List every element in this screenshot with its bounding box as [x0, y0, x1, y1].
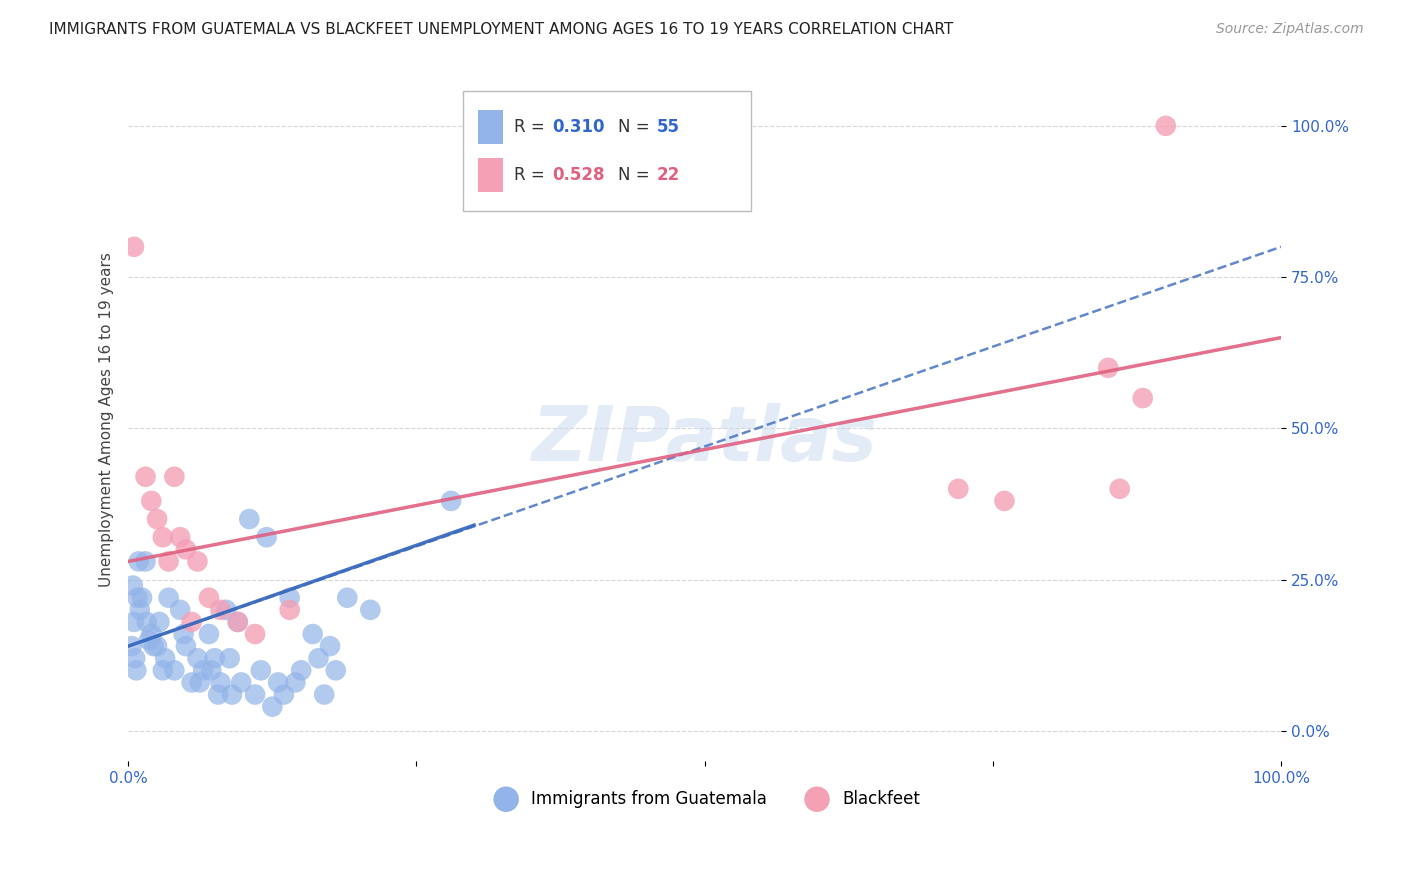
Point [256, 530, 278, 544]
Point [124, 651, 146, 665]
Point [163, 663, 186, 677]
Point [319, 639, 342, 653]
Point [221, 688, 243, 702]
Point [198, 591, 221, 605]
Bar [478, 111, 503, 145]
Point [200, 663, 222, 677]
Point [186, 554, 208, 568]
Point [215, 603, 238, 617]
Point [131, 591, 153, 605]
Point [180, 615, 202, 629]
Point [152, 663, 174, 677]
Point [122, 615, 145, 629]
Point [209, 603, 232, 617]
Point [273, 688, 295, 702]
Point [204, 651, 226, 665]
Point [157, 554, 180, 568]
Point [1097, 360, 1119, 375]
Text: 22: 22 [657, 166, 679, 185]
Text: R =: R = [515, 119, 551, 136]
Point [152, 530, 174, 544]
Point [169, 530, 191, 544]
Point [135, 469, 157, 483]
Point [278, 603, 301, 617]
Bar [478, 158, 503, 193]
Point [122, 240, 145, 254]
Point [238, 512, 260, 526]
Point [262, 699, 284, 714]
Point [141, 494, 163, 508]
Point [174, 542, 197, 557]
Point [146, 512, 169, 526]
Point [146, 639, 169, 653]
Point [163, 469, 186, 483]
Point [243, 627, 266, 641]
Point [141, 627, 163, 641]
Text: N =: N = [619, 166, 655, 185]
Point [267, 675, 290, 690]
Point [157, 591, 180, 605]
Point [284, 675, 307, 690]
Point [153, 651, 176, 665]
Point [243, 688, 266, 702]
Point [142, 639, 165, 653]
Point [193, 663, 215, 677]
Point [198, 627, 221, 641]
Text: R =: R = [515, 166, 551, 185]
Text: 0.310: 0.310 [553, 119, 605, 136]
Point [173, 627, 195, 641]
Point [290, 663, 312, 677]
Text: ZIPatlas: ZIPatlas [531, 403, 877, 476]
Point [278, 591, 301, 605]
Point [209, 675, 232, 690]
Point [128, 603, 150, 617]
Text: N =: N = [619, 119, 655, 136]
Point [169, 603, 191, 617]
Legend: Immigrants from Guatemala, Blackfeet: Immigrants from Guatemala, Blackfeet [482, 783, 927, 814]
Point [188, 675, 211, 690]
Point [993, 494, 1015, 508]
Point [1154, 119, 1177, 133]
Point [1132, 391, 1154, 405]
Point [174, 639, 197, 653]
Text: 55: 55 [657, 119, 679, 136]
Text: IMMIGRANTS FROM GUATEMALA VS BLACKFEET UNEMPLOYMENT AMONG AGES 16 TO 19 YEARS CO: IMMIGRANTS FROM GUATEMALA VS BLACKFEET U… [49, 22, 953, 37]
Point [301, 627, 323, 641]
FancyBboxPatch shape [463, 91, 751, 211]
Point [218, 651, 240, 665]
Point [231, 675, 253, 690]
Point [359, 603, 381, 617]
Point [226, 615, 249, 629]
Point [325, 663, 347, 677]
Text: 0.528: 0.528 [553, 166, 605, 185]
Point [308, 651, 330, 665]
Point [138, 633, 160, 648]
Point [121, 579, 143, 593]
Y-axis label: Unemployment Among Ages 16 to 19 years: Unemployment Among Ages 16 to 19 years [100, 252, 114, 587]
Text: Source: ZipAtlas.com: Source: ZipAtlas.com [1216, 22, 1364, 37]
Point [226, 615, 249, 629]
Point [207, 688, 229, 702]
Point [180, 675, 202, 690]
Point [440, 494, 463, 508]
Point [121, 639, 143, 653]
Point [125, 663, 148, 677]
Point [135, 615, 157, 629]
Point [1108, 482, 1130, 496]
Point [314, 688, 336, 702]
Point [148, 615, 170, 629]
Point [135, 554, 157, 568]
Point [250, 663, 273, 677]
Point [127, 591, 149, 605]
Point [128, 554, 150, 568]
Point [948, 482, 970, 496]
Point [336, 591, 359, 605]
Point [186, 651, 208, 665]
